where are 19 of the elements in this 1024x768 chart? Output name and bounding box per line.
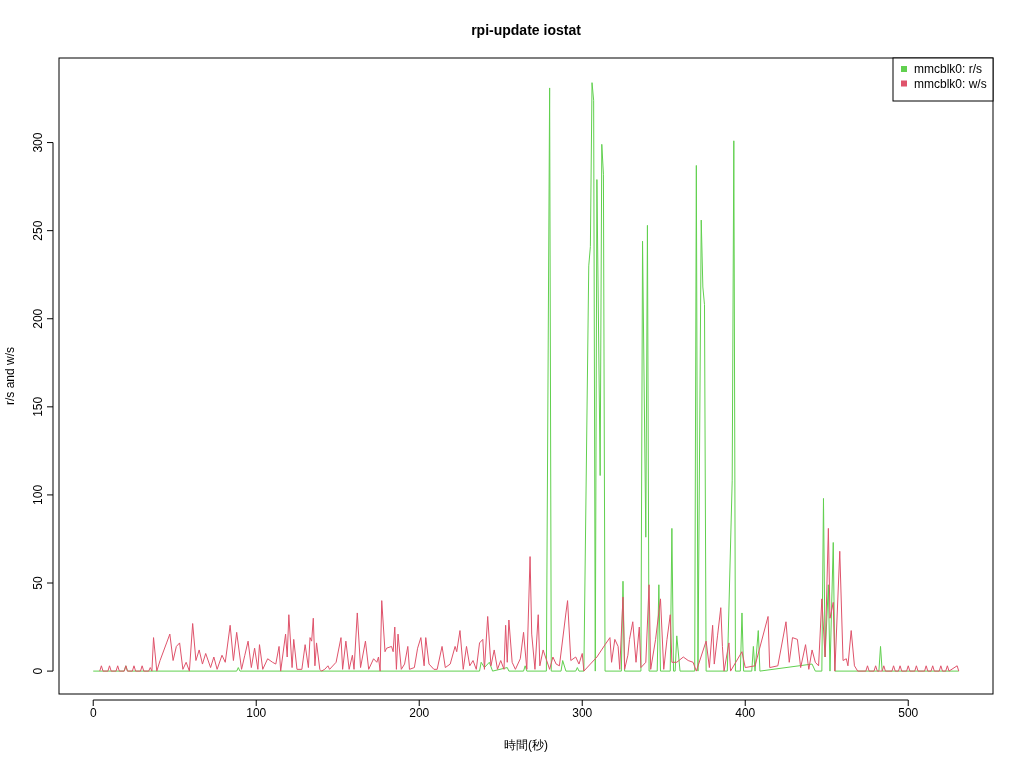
y-tick-label: 100 <box>31 484 45 505</box>
x-tick-label: 500 <box>898 706 919 720</box>
line-series <box>99 527 960 672</box>
x-tick-label: 400 <box>735 706 756 720</box>
y-tick-label: 150 <box>31 396 45 417</box>
y-axis-title: r/s and w/s <box>3 346 17 406</box>
chart-title: rpi-update iostat <box>471 22 582 38</box>
x-tick-label: 100 <box>246 706 267 720</box>
y-tick-label: 250 <box>31 220 45 241</box>
x-tick-label: 300 <box>572 706 593 720</box>
legend-label: mmcblk0: w/s <box>914 76 987 91</box>
x-axis-title: 時間(秒) <box>504 738 548 752</box>
y-tick-label: 50 <box>31 576 45 590</box>
x-tick-label: 0 <box>89 706 97 720</box>
y-tick-label: 200 <box>31 308 45 329</box>
legend-label: mmcblk0: r/s <box>914 62 983 76</box>
y-tick-label: 0 <box>31 667 45 675</box>
x-tick-label: 200 <box>409 706 430 720</box>
y-tick-label: 300 <box>31 132 45 153</box>
